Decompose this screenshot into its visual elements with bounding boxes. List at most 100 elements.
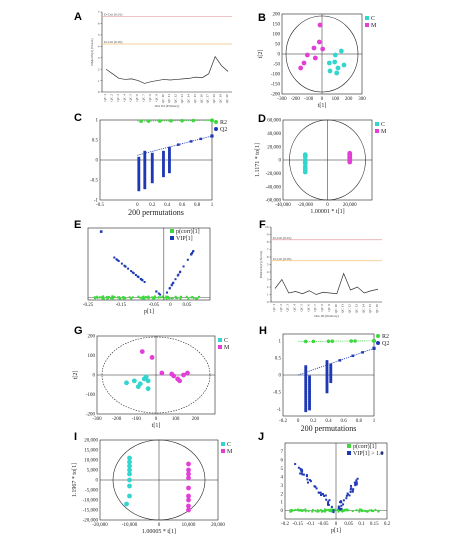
score-point-m [159, 370, 165, 376]
score-point-c [127, 455, 132, 461]
r2-point [326, 339, 331, 344]
q2-point [162, 156, 165, 160]
q2-point [143, 170, 147, 174]
r2-regression-line [137, 120, 213, 122]
q2-point [304, 365, 308, 368]
score-point-m [347, 150, 353, 156]
score-point-c [137, 381, 143, 387]
score-point-c [145, 378, 151, 384]
score-point-m [185, 370, 190, 376]
pcorr-point [147, 297, 150, 300]
y-tick-label: 2 [281, 492, 284, 497]
vip-point [318, 491, 321, 494]
pcorr-point [289, 510, 292, 513]
x-tick-label: -0.5 [96, 203, 104, 208]
score-point-c [127, 471, 132, 477]
score-point-m [186, 493, 191, 499]
x-tick-label: QC 15 [368, 304, 372, 313]
y-tick-label: 40,000 [267, 132, 281, 137]
x-tick-label: QC 2 [279, 304, 283, 312]
score-point-c [341, 62, 347, 68]
q2-point [162, 170, 165, 174]
q2-point [304, 409, 308, 413]
vip-point [300, 472, 303, 475]
q2-point [325, 365, 329, 368]
score-point-c [127, 459, 132, 465]
x-tick-label: 0.4 [325, 419, 332, 424]
y-tick-label: -20,000 [83, 519, 99, 524]
panel-g-score-plot: -300 -200 -100 0 100 200-200-1000100200t[1]t[… [73, 335, 230, 429]
y-tick-label: 7 [267, 248, 269, 252]
pcorr-point [111, 295, 114, 298]
legend-swatch [170, 236, 174, 240]
panel-b-score-plot: -300 -200 -100 0 100 200 300-200-150-100-50050… [258, 13, 377, 109]
vip-point [115, 258, 118, 261]
panel-d-opls-score-plot: -40,000 -20,000 0 20,000-60,000-40,000-20,0… [255, 119, 387, 215]
score-point-m [186, 497, 191, 503]
x-tick-label: QC 17 [206, 94, 210, 103]
pcorr-point [168, 297, 171, 300]
q2-point [325, 368, 329, 372]
y-tick-label: 0 [93, 374, 96, 379]
vip-point [299, 472, 302, 475]
pcorr-point [304, 508, 307, 511]
legend-swatch [221, 442, 225, 446]
q2-point [150, 168, 154, 172]
panel-letter-g: G [74, 325, 83, 337]
x-tick-label: 0.2 [149, 203, 156, 208]
x-axis-label: Obs ID (Primary) [314, 314, 340, 318]
q2-point [308, 396, 311, 399]
vip-point [166, 291, 169, 294]
pcorr-point [190, 296, 193, 299]
x-tick-label: 1 [373, 419, 376, 424]
x-tick-label: QC 6 [306, 304, 310, 312]
vip-point [130, 270, 133, 273]
pcorr-point [116, 296, 119, 299]
x-tick-label: 0.2 [310, 419, 317, 424]
panel-letter-i: I [74, 431, 77, 443]
pcorr-point [302, 509, 305, 512]
q2-point [137, 170, 141, 174]
vip-point [350, 487, 353, 490]
pcorr-point [165, 296, 168, 299]
q2-point [329, 366, 333, 370]
q2-point [150, 160, 154, 164]
x-tick-label: QC 3 [116, 94, 120, 102]
q2-point [308, 382, 311, 385]
y-tick-label: 3 [267, 278, 269, 282]
pcorr-point [150, 296, 154, 299]
y-tick-label: 20,000 [267, 145, 281, 150]
q2-point [150, 172, 154, 176]
x-tick-label: QC 4 [122, 94, 126, 102]
y-tick-label: 4 [98, 44, 100, 48]
pcorr-point [153, 295, 157, 298]
legend-label: C [227, 442, 231, 448]
x-tick-label: QC 6 [135, 94, 139, 102]
q2-point [304, 370, 308, 373]
q2-point [137, 186, 141, 190]
score-point-c [124, 380, 129, 386]
q2-point [325, 385, 329, 389]
vip-point [186, 258, 189, 261]
vip-point [191, 252, 194, 255]
q2-point [143, 154, 147, 158]
x-tick-label: QC 12 [174, 94, 178, 103]
pcorr-point [334, 509, 337, 512]
pcorr-point [366, 510, 370, 513]
y-tick-label: -0.5 [90, 179, 98, 184]
q2-point [329, 363, 333, 366]
q2-point [325, 384, 329, 387]
q2-point [143, 172, 147, 176]
q2-point [143, 178, 147, 182]
legend-swatch [214, 127, 218, 131]
pcorr-point [328, 509, 331, 513]
y-tick-label: -1 [277, 408, 282, 413]
vip-point [340, 504, 343, 507]
q2-point [137, 180, 141, 184]
y-axis-label: DModX[2] (Norm) [259, 250, 263, 278]
y-axis-label: 1.1967 * to[1] [72, 463, 78, 497]
x-tick-label: QC 9 [327, 304, 331, 312]
y-tick-label: 100 [273, 33, 281, 38]
score-point-m [311, 45, 317, 51]
q2-point [143, 160, 147, 164]
